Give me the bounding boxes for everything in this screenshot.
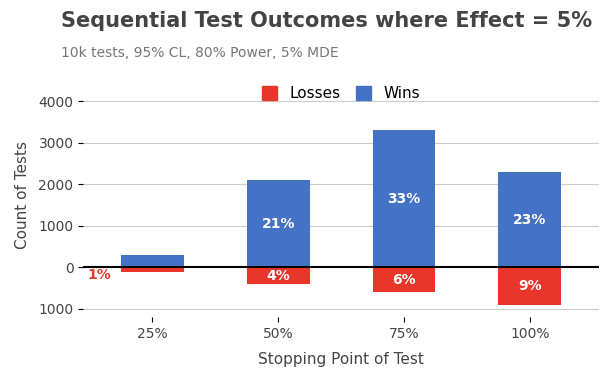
Text: 4%: 4% xyxy=(266,269,290,283)
Bar xyxy=(373,130,435,267)
Bar xyxy=(499,267,561,305)
Text: 9%: 9% xyxy=(518,279,542,293)
Text: 33%: 33% xyxy=(387,192,421,206)
Text: 10k tests, 95% CL, 80% Power, 5% MDE: 10k tests, 95% CL, 80% Power, 5% MDE xyxy=(61,46,339,60)
Bar xyxy=(373,267,435,292)
Text: 23%: 23% xyxy=(513,213,546,227)
Bar xyxy=(499,172,561,267)
Y-axis label: Count of Tests: Count of Tests xyxy=(15,141,30,249)
Bar xyxy=(247,267,309,284)
Bar xyxy=(247,180,309,267)
Bar xyxy=(121,255,184,267)
Legend: Losses, Wins: Losses, Wins xyxy=(256,80,426,107)
Text: 3%: 3% xyxy=(141,254,164,268)
X-axis label: Stopping Point of Test: Stopping Point of Test xyxy=(258,352,424,367)
Bar xyxy=(121,267,184,272)
Text: 1%: 1% xyxy=(88,268,111,282)
Text: Sequential Test Outcomes where Effect = 5%: Sequential Test Outcomes where Effect = … xyxy=(61,11,593,31)
Text: 21%: 21% xyxy=(262,217,295,231)
Text: 6%: 6% xyxy=(392,273,416,287)
